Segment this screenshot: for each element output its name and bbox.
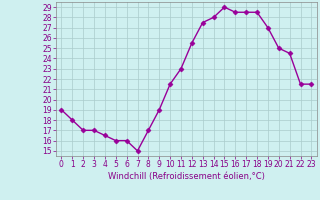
X-axis label: Windchill (Refroidissement éolien,°C): Windchill (Refroidissement éolien,°C) bbox=[108, 172, 265, 181]
